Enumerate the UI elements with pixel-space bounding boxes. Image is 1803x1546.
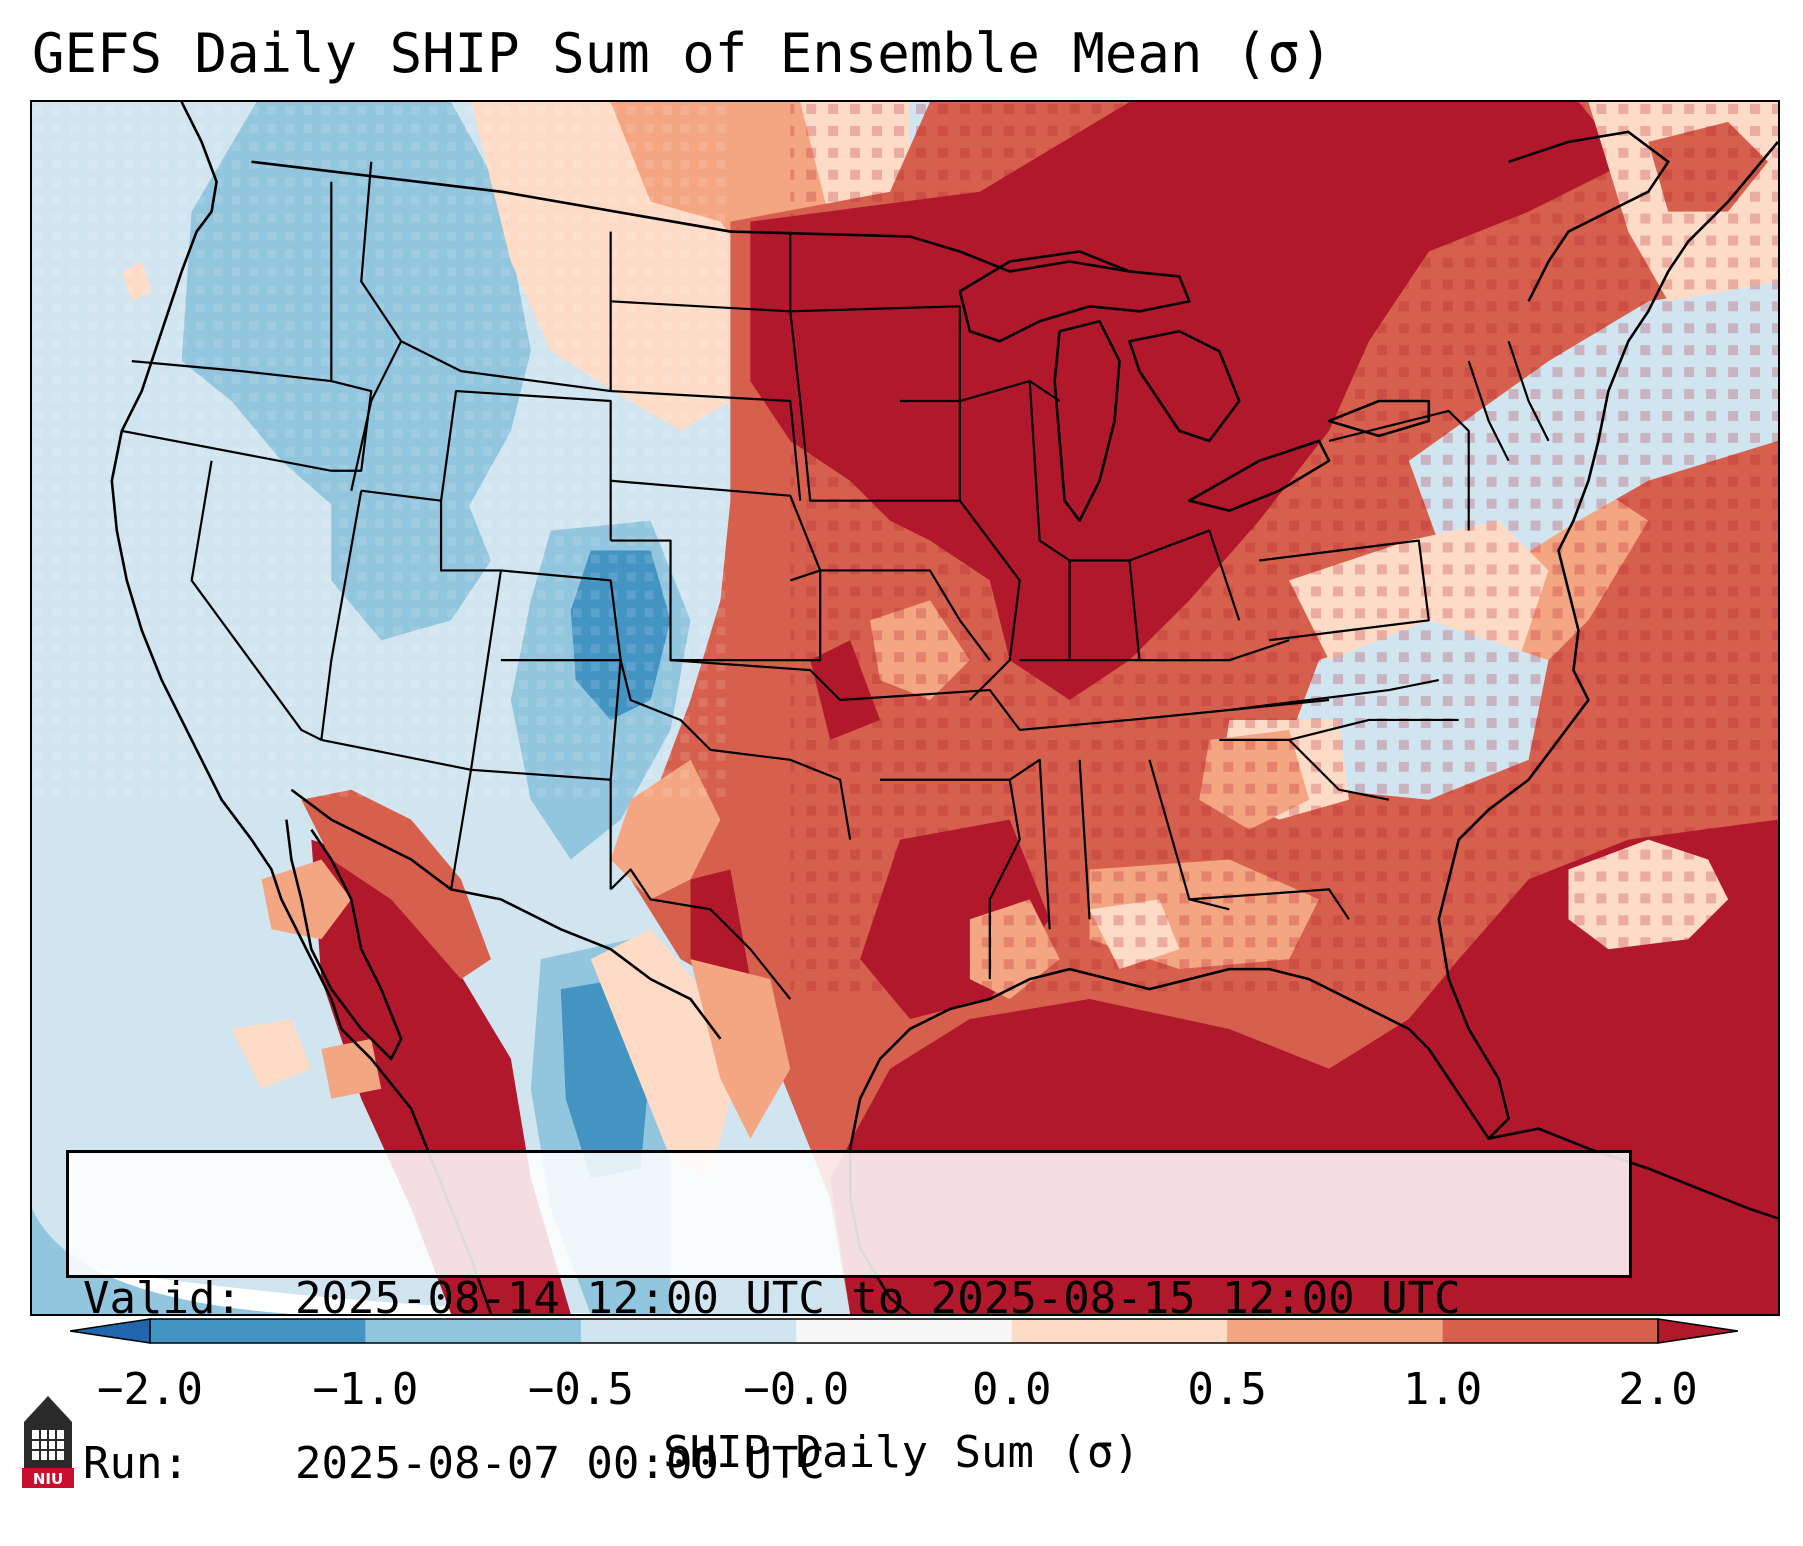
valid-run-info-box: Valid: 2025-08-14 12:00 UTC to 2025-08-15… [66,1150,1632,1489]
run-row: Run: 2025-08-07 00:00 UTC [83,1436,1615,1491]
valid-text: 2025-08-14 12:00 UTC to 2025-08-15 12:00… [295,1273,1461,1324]
ship-anomaly-map[interactable] [32,102,1778,1314]
baja-coastline [285,819,403,1061]
colorbar-under-arrow [70,1318,151,1344]
canada-us-border [251,160,1130,273]
colorbar-tick-label: 0.0 [971,1364,1052,1415]
lake-ontario [1327,399,1431,438]
map-title: GEFS Daily SHIP Sum of Ensemble Mean (σ) [32,22,1333,85]
logo-text: NIU [33,1470,63,1488]
run-label: Run: [83,1438,189,1489]
valid-label: Valid: [83,1273,242,1324]
colorbar-over-arrow [1657,1318,1738,1344]
cuba-coastline [1488,1127,1778,1220]
colorbar-tick-label: −2.0 [97,1364,203,1415]
colorbar-label: SHIP Daily Sum (σ) [663,1427,1140,1478]
colorbar [70,1318,1738,1344]
pacific-coastline [110,102,493,1314]
colorbar-tick-label: −0.5 [527,1364,634,1415]
colorbar-bin [1011,1319,1228,1343]
lake-superior [958,250,1191,343]
valid-row: Valid: 2025-08-14 12:00 UTC to 2025-08-15… [83,1271,1615,1326]
colorbar-bin [1227,1319,1444,1343]
colorbar-bin [1442,1319,1659,1343]
colorbar-bin [150,1319,366,1343]
niu-logo: NIU [22,1396,74,1488]
colorbar-tick-label: −0.0 [743,1364,850,1415]
lake-michigan [1053,319,1121,522]
colorbar-tick-label: 1.0 [1402,1364,1483,1415]
lake-huron [1128,329,1241,443]
run-text: 2025-08-07 00:00 UTC [295,1438,825,1489]
colorbar-bin [365,1319,582,1343]
map-panel[interactable] [30,100,1780,1316]
colorbar-bin [580,1319,797,1343]
colorbar-bin [796,1319,1013,1343]
colorbar-tick-label: −1.0 [312,1364,419,1415]
colorbar-tick-label: 0.5 [1187,1364,1267,1415]
colorbar-tick-label: 2.0 [1618,1364,1698,1415]
lake-erie [1188,439,1331,512]
